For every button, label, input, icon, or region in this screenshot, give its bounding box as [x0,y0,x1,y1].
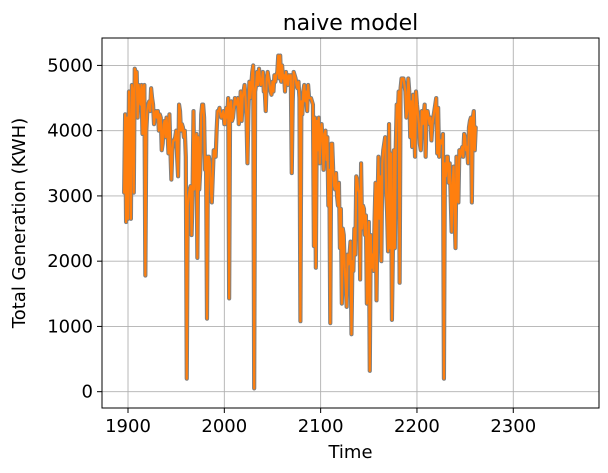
grid [102,38,599,408]
x-tick-label: 2200 [394,416,440,437]
y-axis-title: Total Generation (KWH) [9,118,30,329]
x-tick-label: 2100 [298,416,344,437]
ticks: 1900 2000 2100 2200 2300 0 1000 2000 3000 4000 500… [47,55,536,437]
x-tick-label: 2000 [201,416,247,437]
y-tick-label: 1000 [47,316,93,337]
x-axis-title: Time [327,442,372,463]
y-tick-label: 0 [82,382,93,403]
y-tick-label: 5000 [47,55,93,76]
x-tick-label: 1900 [105,416,151,437]
y-tick-label: 3000 [47,186,93,207]
chart-title: naive model [283,11,419,36]
y-tick-label: 4000 [47,121,93,142]
series-line-predicted [123,54,477,390]
y-tick-label: 2000 [47,251,93,272]
x-tick-label: 2300 [490,416,536,437]
series-layer [122,53,478,391]
plot-frame [101,37,600,409]
